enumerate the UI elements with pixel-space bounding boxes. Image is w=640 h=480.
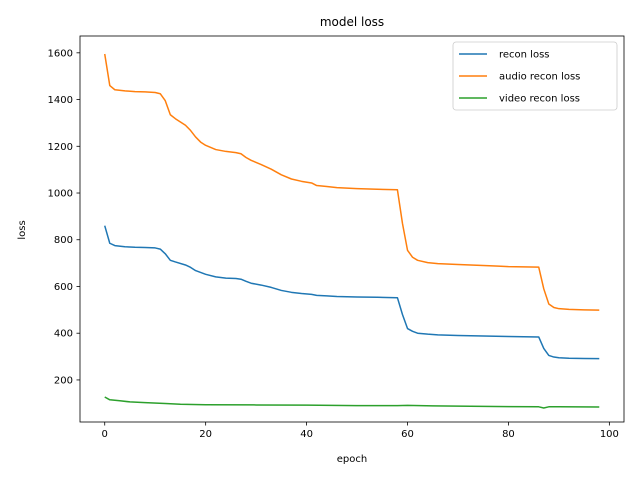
legend-box xyxy=(452,41,618,111)
series-line-0 xyxy=(104,225,600,360)
x-tick-label-2: 40 xyxy=(300,429,313,440)
y-axis: 200 400 600 800 1000 1200 1400 1600 xyxy=(48,48,80,386)
y-tick-label-6: 1400 xyxy=(48,95,73,106)
x-tick-label-5: 100 xyxy=(600,429,619,440)
legend-label-2: video recon loss xyxy=(499,94,580,105)
axes-frame xyxy=(79,35,625,423)
y-tick-label-5: 1200 xyxy=(48,142,73,153)
y-axis-label: loss xyxy=(17,220,28,239)
chart-title: model loss xyxy=(320,15,384,29)
y-tick-label-0: 200 xyxy=(54,375,73,386)
y-tick-label-3: 800 xyxy=(54,235,73,246)
x-tick-label-3: 60 xyxy=(401,429,414,440)
x-axis: 0 20 40 60 80 100 xyxy=(102,422,619,440)
series-line-2 xyxy=(104,396,600,409)
x-tick-label-1: 20 xyxy=(199,429,212,440)
series-line-1 xyxy=(103,53,600,311)
x-tick-label-0: 0 xyxy=(102,429,108,440)
legend: recon loss audio recon loss video recon lo… xyxy=(452,41,618,111)
x-axis-label: epoch xyxy=(337,454,367,465)
legend-label-1: audio recon loss xyxy=(499,72,580,83)
x-tick-label-4: 80 xyxy=(502,429,515,440)
y-tick-label-1: 400 xyxy=(54,329,73,340)
plot-area xyxy=(103,53,600,409)
legend-label-0: recon loss xyxy=(499,50,550,61)
y-tick-label-2: 600 xyxy=(54,282,73,293)
y-tick-label-7: 1600 xyxy=(48,48,73,59)
y-tick-label-4: 1000 xyxy=(48,189,73,200)
